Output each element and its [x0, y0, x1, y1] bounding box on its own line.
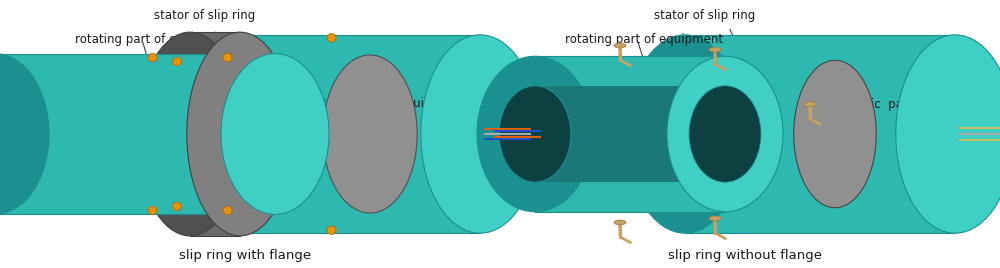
- Text: rotating part of equipment: rotating part of equipment: [565, 34, 723, 47]
- Ellipse shape: [544, 60, 626, 208]
- Ellipse shape: [327, 34, 336, 42]
- Ellipse shape: [0, 54, 49, 214]
- Text: slip ring with flange: slip ring with flange: [179, 250, 311, 262]
- Ellipse shape: [499, 86, 571, 182]
- Ellipse shape: [148, 53, 157, 62]
- Ellipse shape: [327, 226, 336, 234]
- Ellipse shape: [223, 206, 232, 215]
- Ellipse shape: [667, 56, 783, 212]
- Text: stator of slip ring: stator of slip ring: [654, 9, 756, 23]
- Ellipse shape: [896, 35, 1000, 233]
- Ellipse shape: [323, 55, 417, 213]
- Ellipse shape: [626, 35, 744, 233]
- Text: slip ring without flange: slip ring without flange: [668, 250, 822, 262]
- Text: static  part of equipment: static part of equipment: [848, 98, 996, 111]
- Bar: [190, 32, 240, 236]
- Ellipse shape: [173, 202, 182, 211]
- Ellipse shape: [187, 32, 293, 236]
- Text: rotating part of equipment: rotating part of equipment: [75, 34, 233, 47]
- Text: rotor of slip ring: rotor of slip ring: [590, 94, 685, 107]
- Bar: [535, 56, 725, 212]
- Ellipse shape: [137, 32, 243, 236]
- Ellipse shape: [709, 47, 721, 52]
- Ellipse shape: [221, 54, 329, 214]
- Ellipse shape: [421, 35, 539, 233]
- Ellipse shape: [148, 206, 157, 215]
- Ellipse shape: [477, 56, 593, 212]
- Bar: [585, 60, 835, 208]
- Bar: [210, 35, 480, 233]
- Ellipse shape: [223, 53, 232, 62]
- Text: rotor of slip ring: rotor of slip ring: [22, 90, 117, 103]
- Bar: [0, 54, 275, 214]
- Ellipse shape: [53, 55, 147, 213]
- Text: static  part of equipment: static part of equipment: [315, 97, 462, 110]
- Text: stator of slip ring: stator of slip ring: [154, 9, 256, 23]
- Bar: [535, 86, 725, 182]
- Ellipse shape: [614, 220, 626, 225]
- Bar: [100, 55, 370, 213]
- Ellipse shape: [804, 102, 816, 107]
- Ellipse shape: [794, 60, 876, 208]
- Ellipse shape: [614, 43, 626, 48]
- Ellipse shape: [709, 216, 721, 221]
- Ellipse shape: [173, 57, 182, 66]
- Ellipse shape: [151, 35, 269, 233]
- Ellipse shape: [689, 86, 761, 182]
- Bar: [685, 35, 955, 233]
